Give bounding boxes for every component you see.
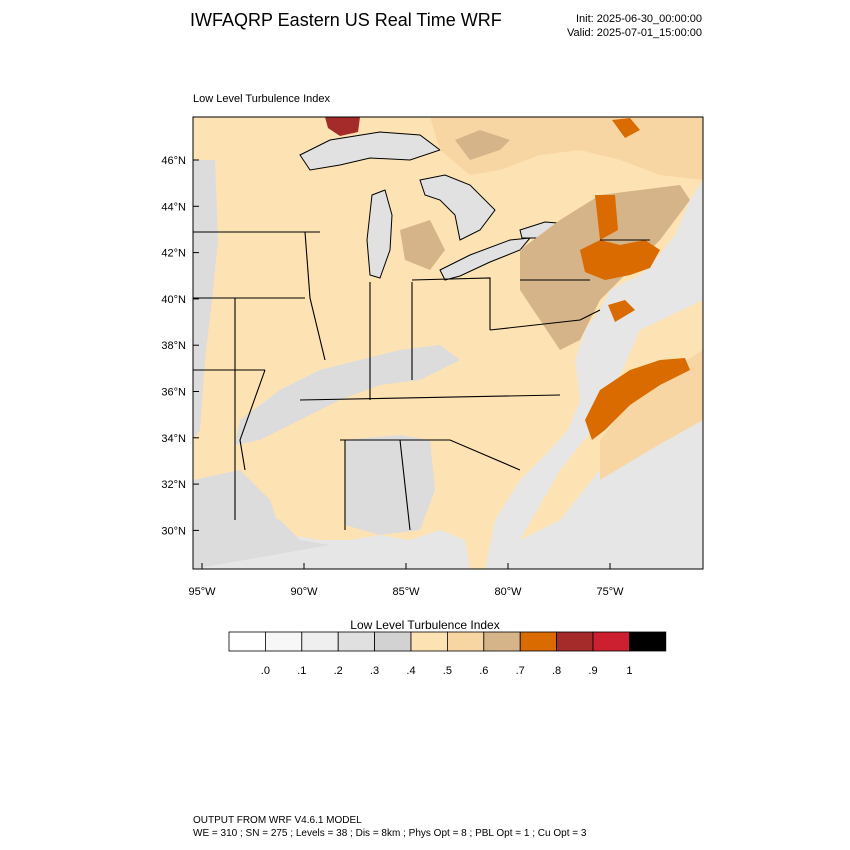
lake-huron: [419, 174, 496, 241]
lon-tick-label: 80°W: [494, 586, 522, 598]
central-gray-swath: [235, 345, 460, 445]
colorbar-label: .3: [370, 665, 379, 677]
adirondack-orange: [595, 195, 618, 240]
lat-tick-label: 36°N: [161, 387, 186, 399]
colorbar-swatch: [374, 631, 412, 652]
colorbar-swatch: [629, 631, 667, 652]
offshore-orange-plume: [585, 358, 690, 440]
lat-tick-label: 44°N: [161, 201, 186, 213]
map-frame: [192, 116, 704, 570]
colorbar-title: Low Level Turbulence Index: [350, 618, 500, 632]
colorbar-swatch: [483, 631, 521, 652]
lat-tick-label: 30°N: [161, 525, 186, 537]
offshore-orange-small: [608, 300, 635, 322]
map-plot: [193, 117, 703, 569]
footer-model: OUTPUT FROM WRF V4.6.1 MODEL: [193, 815, 362, 826]
lake-superior: [299, 131, 442, 171]
colorbar-swatch: [264, 631, 303, 652]
colorbar: .0 .1 .2 .3 .4 .5 .6 .7 .8 .9 1: [228, 631, 667, 677]
longitude-ticks: 95°W 90°W 85°W 80°W 75°W: [188, 563, 624, 598]
footer-config: WE = 310 ; SN = 275 ; Levels = 38 ; Dis …: [193, 828, 587, 839]
colorbar-swatch: [410, 631, 448, 652]
lat-tick-label: 38°N: [161, 340, 186, 352]
colorbar-label: .6: [479, 665, 488, 677]
lon-tick-label: 95°W: [188, 586, 216, 598]
colorbar-swatch: [446, 631, 485, 652]
colorbar-label: .1: [297, 665, 306, 677]
louisiana-gray: [193, 470, 280, 545]
colorbar-label: .0: [261, 665, 270, 677]
colorbar-swatch: [592, 631, 630, 652]
canada-orange-patch: [612, 118, 640, 138]
map-subtitle: Low Level Turbulence Index: [193, 93, 330, 105]
main-title: IWFAQRP Eastern US Real Time WRF: [190, 10, 502, 30]
canada-tan-patch: [455, 130, 510, 160]
colorbar-swatch: [337, 631, 376, 652]
michigan-tan: [400, 220, 445, 270]
lake-michigan: [366, 189, 393, 279]
lat-tick-label: 34°N: [161, 433, 186, 445]
colorbar-swatch: [556, 631, 594, 652]
colorbar-label: .5: [443, 665, 452, 677]
lat-tick-label: 42°N: [161, 248, 186, 260]
superior-red-patch: [325, 117, 360, 136]
colorbar-label: 1: [626, 665, 632, 677]
alabama-gray: [345, 435, 435, 535]
lat-tick-label: 32°N: [161, 479, 186, 491]
lon-tick-label: 85°W: [392, 586, 420, 598]
init-time: Init: 2025-06-30_00:00:00: [576, 13, 702, 25]
colorbar-swatch: [519, 631, 558, 652]
lat-tick-label: 40°N: [161, 294, 186, 306]
latitude-ticks: 46°N 44°N 42°N 40°N 38°N 36°N 34°N 32°N 30°N: [161, 155, 199, 537]
ocean-band-2: [600, 350, 703, 480]
colorbar-label: .9: [588, 665, 597, 677]
colorbar-label: .4: [406, 665, 415, 677]
colorbar-swatch: [228, 631, 266, 652]
lon-tick-label: 90°W: [290, 586, 318, 598]
colorbar-swatch: [301, 631, 339, 652]
lat-tick-label: 46°N: [161, 155, 186, 167]
state-borders: [193, 231, 650, 531]
colorbar-label: .2: [334, 665, 343, 677]
colorbar-label: .7: [516, 665, 525, 677]
lon-tick-label: 75°W: [596, 586, 624, 598]
colorbar-label: .8: [552, 665, 561, 677]
new-england-orange: [580, 240, 660, 280]
valid-time: Valid: 2025-07-01_15:00:00: [567, 27, 702, 39]
